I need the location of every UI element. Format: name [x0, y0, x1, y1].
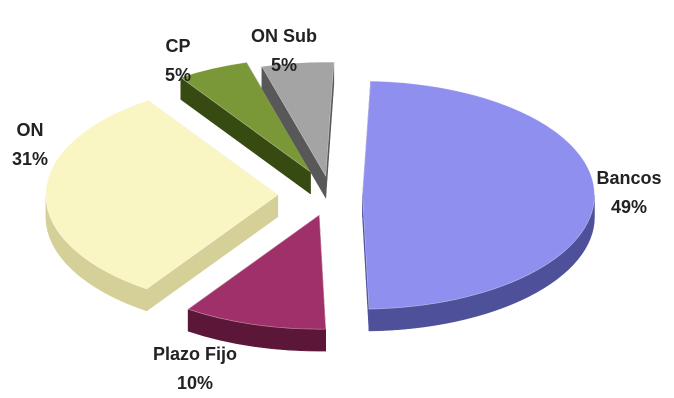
label-cp-value: 5% [164, 65, 191, 85]
label-bancos: Bancos 49% [584, 164, 674, 222]
label-cp: CP 5% [148, 32, 208, 90]
label-plazo-fijo-name: Plazo Fijo [152, 344, 237, 364]
slice-on-sub [261, 61, 335, 178]
slice-on [45, 100, 279, 290]
label-on-value: 31% [11, 149, 49, 169]
label-bancos-value: 49% [610, 197, 648, 217]
slice-plazo-fijo [187, 214, 327, 330]
label-on-sub-value: 5% [270, 55, 297, 75]
label-on-sub-name: ON Sub [251, 26, 317, 46]
label-on-name: ON [16, 120, 44, 140]
label-plazo-fijo: Plazo Fijo 10% [130, 340, 260, 398]
label-cp-name: CP [165, 36, 191, 56]
label-on: ON 31% [0, 116, 60, 174]
slice-bancos [362, 80, 595, 310]
label-on-sub: ON Sub 5% [232, 22, 336, 80]
label-plazo-fijo-value: 10% [176, 373, 214, 393]
label-bancos-name: Bancos [596, 168, 662, 188]
slice-cp [180, 62, 311, 173]
